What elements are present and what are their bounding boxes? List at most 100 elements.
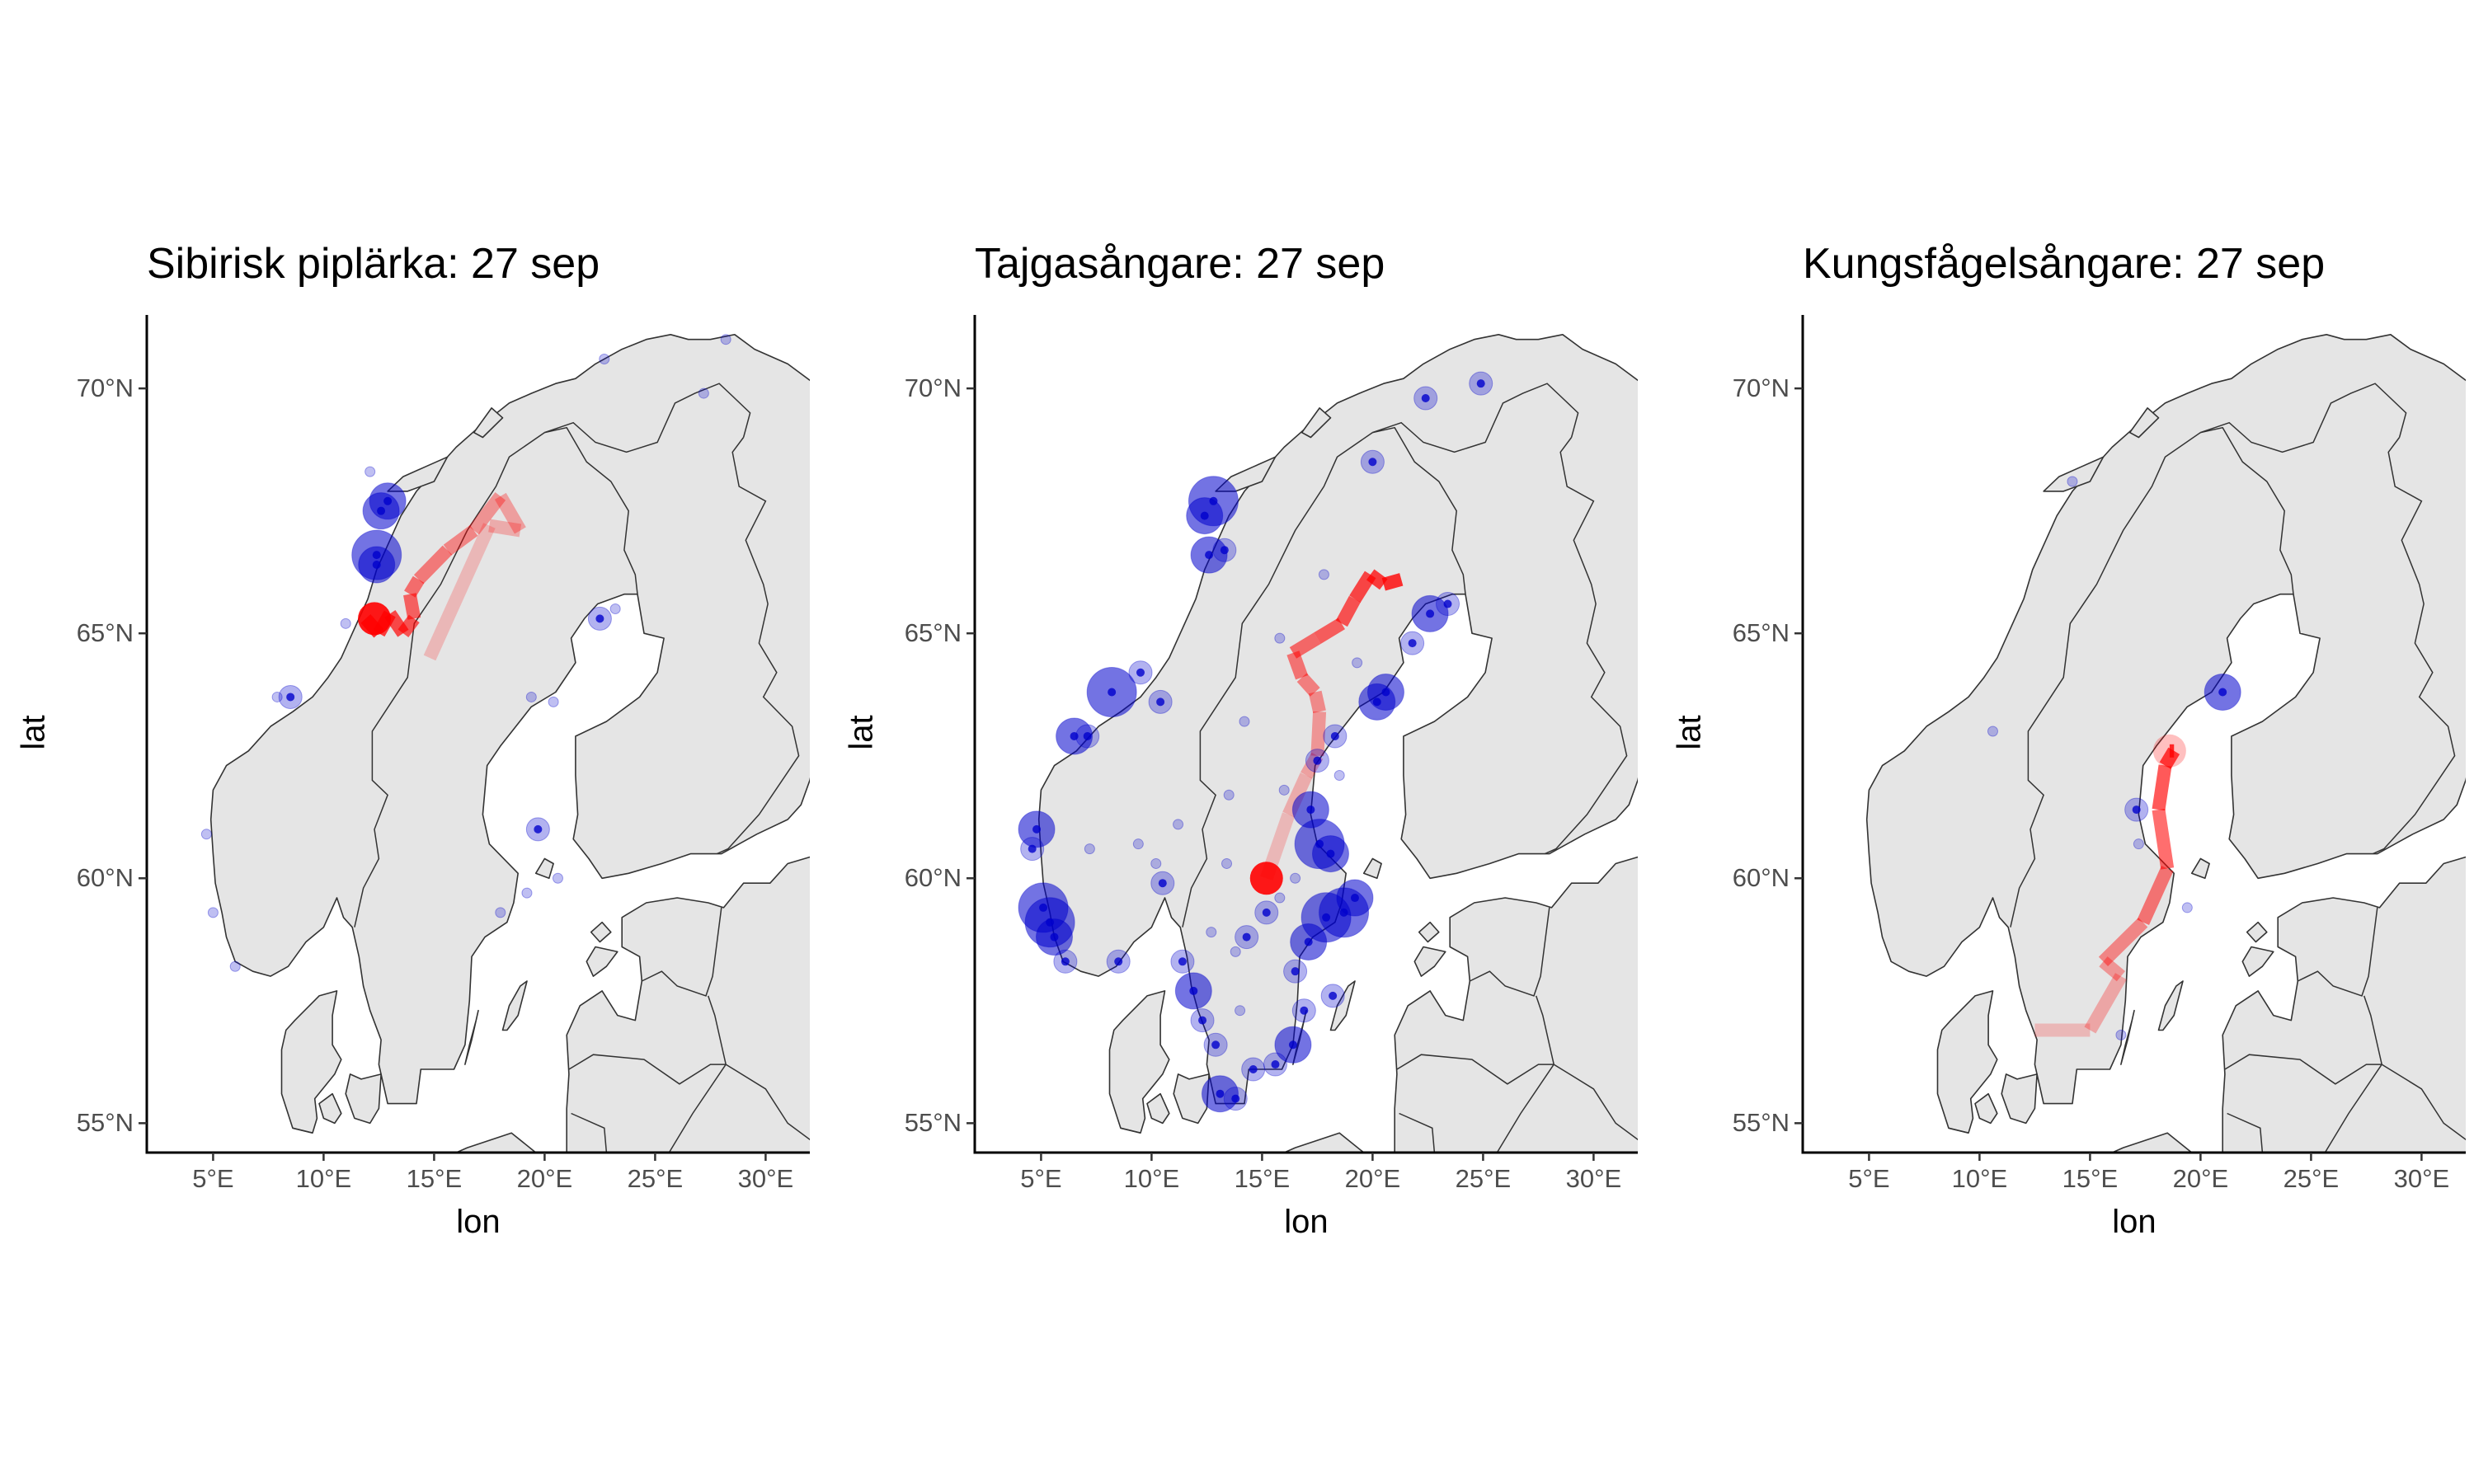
land-saaremaa <box>1413 946 1446 977</box>
sighting-center <box>1408 639 1417 648</box>
country-border <box>568 1054 727 1085</box>
sighting-center <box>595 614 604 623</box>
y-tick-label: 60°N <box>1732 863 1790 893</box>
land-lofoten <box>2043 456 2105 492</box>
sighting-center <box>2218 688 2227 697</box>
map-layer <box>1865 333 2466 1153</box>
sighting-center <box>1271 1060 1280 1069</box>
country-border <box>1553 1064 1638 1141</box>
y-tick-label: 65°N <box>904 618 962 648</box>
sighting-point <box>2133 838 2144 850</box>
sighting-point <box>1274 632 1286 644</box>
sighting-point <box>1206 927 1217 938</box>
sighting-center <box>1368 458 1377 467</box>
country-border <box>707 995 727 1065</box>
track-segment <box>2152 808 2175 870</box>
track-segment <box>2099 956 2126 982</box>
track-segment <box>2084 973 2127 1034</box>
land-germany-poland <box>1956 1132 2194 1153</box>
sighting-center <box>1083 731 1092 740</box>
sighting-center <box>1304 937 1313 946</box>
x-tick-label: 20°E <box>2172 1164 2229 1193</box>
map-svg <box>1794 315 2466 1161</box>
sighting-point <box>271 691 283 702</box>
current-position-marker <box>1249 862 1283 895</box>
country-border <box>606 1064 727 1153</box>
sighting-center <box>1050 932 1059 942</box>
land-denmark <box>1108 990 1170 1134</box>
sighting-point <box>1235 1005 1246 1017</box>
track-segment <box>403 593 421 620</box>
sighting-center <box>1350 894 1359 903</box>
land-baltic-states <box>1394 856 1638 1153</box>
land-gotland <box>501 980 528 1031</box>
sighting-center <box>1178 957 1187 966</box>
land-funen <box>1146 1092 1170 1125</box>
sighting-point <box>1173 819 1184 830</box>
current-position-marker <box>2152 734 2186 768</box>
country-border <box>354 431 545 928</box>
x-tick-label: 30°E <box>737 1164 794 1193</box>
country-border <box>2200 426 2294 594</box>
track-segment <box>1289 632 1321 659</box>
country-border <box>544 426 638 594</box>
sighting-center <box>1291 967 1300 976</box>
land-hiiumaa <box>2246 921 2268 943</box>
sighting-point <box>1352 657 1363 669</box>
sighting-center <box>372 561 381 570</box>
land-scandinavia <box>1865 333 2466 1105</box>
sighting-center <box>1205 551 1214 560</box>
x-tick-label: 10°E <box>1123 1164 1180 1193</box>
track-segment <box>1282 773 1313 818</box>
country-border <box>1434 1064 1554 1153</box>
land-denmark <box>280 990 342 1134</box>
map-layer <box>200 333 810 1153</box>
country-border <box>1372 426 1466 594</box>
land-aland <box>2190 857 2210 880</box>
sighting-center <box>1329 991 1338 1000</box>
country-border <box>292 1127 313 1134</box>
track-segment <box>1296 673 1320 697</box>
sighting-point <box>1084 843 1095 855</box>
country-border <box>717 437 800 855</box>
country-border <box>2200 383 2407 453</box>
sighting-point <box>1132 838 1144 850</box>
sighting-point <box>200 829 212 840</box>
track-segment <box>488 519 522 538</box>
land-germany-poland <box>300 1132 538 1153</box>
y-axis-label: lat <box>1671 715 1708 750</box>
map-panel-1: Sibirisk piplärka: 27 sep 55°N 60°N 65°N 70… <box>0 0 825 1484</box>
sighting-center <box>1426 609 1435 618</box>
y-tick-label: 65°N <box>1732 618 1790 648</box>
x-axis-label: lon <box>456 1204 501 1240</box>
land-oland <box>2120 1009 2135 1065</box>
sighting-center <box>1242 932 1251 942</box>
sighting-center <box>1288 1040 1297 1050</box>
country-border <box>1469 907 1550 997</box>
sighting-center <box>1300 1006 1309 1015</box>
sighting-point <box>1239 716 1250 727</box>
country-border <box>1535 995 1554 1065</box>
country-border <box>2010 431 2201 928</box>
sighting-point <box>2115 1029 2127 1040</box>
y-axis-label: lat <box>15 715 52 750</box>
land-hiiumaa <box>1418 921 1440 943</box>
country-border <box>641 907 722 997</box>
land-senja <box>1300 407 1332 439</box>
track-segment <box>1308 690 1326 714</box>
country-border <box>1182 431 1373 928</box>
sighting-point <box>1987 726 1998 737</box>
sighting-center <box>1032 824 1042 834</box>
sighting-center <box>1061 957 1070 966</box>
land-senja <box>2128 407 2160 439</box>
land-germany-poland <box>1128 1132 1366 1153</box>
sighting-point <box>599 353 610 364</box>
land-scandinavia <box>209 333 810 1105</box>
sighting-point <box>698 387 709 399</box>
sighting-center <box>1198 1016 1207 1025</box>
x-tick-label: 25°E <box>627 1164 684 1193</box>
land-senja <box>473 407 504 439</box>
track-segment <box>1381 573 1404 591</box>
land-hiiumaa <box>590 921 612 943</box>
track-segment <box>1335 595 1361 627</box>
